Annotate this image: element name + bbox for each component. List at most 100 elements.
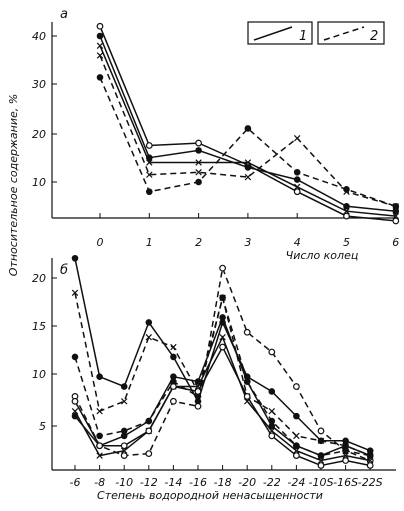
x-tick-label: 3 bbox=[244, 236, 251, 249]
x-tick-label: -10 bbox=[115, 476, 133, 489]
data-point bbox=[293, 183, 301, 191]
data-point bbox=[120, 447, 128, 454]
series-line bbox=[74, 345, 371, 467]
series-line bbox=[99, 35, 396, 212]
data-point bbox=[268, 388, 276, 395]
data-point bbox=[120, 442, 128, 450]
x-tick-label: -24 bbox=[287, 476, 305, 489]
legend-label-2: 2 bbox=[370, 29, 378, 44]
y-tick-label: 15 bbox=[32, 320, 46, 333]
data-point bbox=[343, 212, 350, 220]
data-point bbox=[317, 427, 325, 435]
series-line bbox=[74, 258, 371, 452]
data-point bbox=[120, 383, 128, 390]
x-tick-label: 5 bbox=[343, 236, 350, 249]
data-point bbox=[293, 412, 300, 420]
data-point bbox=[169, 383, 177, 390]
data-point bbox=[293, 452, 300, 460]
data-point bbox=[169, 397, 177, 405]
data-point bbox=[170, 343, 177, 351]
data-point bbox=[342, 452, 349, 459]
series-5 bbox=[96, 74, 400, 210]
data-point bbox=[145, 319, 153, 326]
x-tick-label: -10S bbox=[309, 476, 334, 489]
series-6 bbox=[71, 333, 374, 464]
data-point bbox=[146, 159, 153, 166]
data-point bbox=[342, 442, 349, 450]
data-point bbox=[392, 212, 400, 220]
panel-letter: а bbox=[60, 7, 68, 22]
data-point bbox=[145, 142, 153, 149]
data-point bbox=[343, 203, 350, 210]
series-1 bbox=[71, 254, 374, 454]
data-point bbox=[219, 343, 227, 351]
data-point bbox=[293, 168, 301, 176]
x-axis-label: Число колец bbox=[286, 249, 359, 262]
x-tick-label: -14 bbox=[164, 476, 182, 489]
data-point bbox=[293, 442, 300, 450]
x-axis-label: Степень водородной ненасыщенности bbox=[97, 489, 323, 502]
data-point bbox=[293, 432, 300, 440]
y-tick-label: 5 bbox=[39, 420, 46, 433]
data-point bbox=[392, 217, 400, 225]
data-point bbox=[96, 52, 104, 59]
series-5 bbox=[71, 314, 374, 459]
data-point bbox=[243, 393, 251, 400]
x-tick-label: 4 bbox=[294, 236, 301, 249]
legend-box-1 bbox=[247, 21, 313, 45]
data-point bbox=[71, 407, 79, 415]
x-tick-label: -22 bbox=[263, 476, 281, 489]
data-point bbox=[195, 178, 202, 186]
y-tick-label: 20 bbox=[32, 272, 46, 285]
data-point bbox=[194, 402, 202, 410]
data-point bbox=[317, 462, 325, 469]
data-point bbox=[268, 407, 276, 415]
data-point bbox=[219, 333, 226, 341]
data-point bbox=[293, 134, 301, 142]
series-2 bbox=[96, 32, 400, 215]
data-point bbox=[268, 432, 276, 440]
x-tick-label: -22S bbox=[358, 476, 383, 489]
data-point bbox=[170, 373, 177, 380]
y-tick-label: 20 bbox=[32, 128, 46, 141]
data-point bbox=[71, 353, 79, 361]
data-point bbox=[268, 348, 276, 356]
data-point bbox=[170, 353, 177, 361]
legend-swatch-dashed bbox=[323, 26, 365, 41]
data-point bbox=[96, 74, 104, 81]
data-point bbox=[71, 289, 79, 297]
data-point bbox=[146, 171, 153, 178]
series-7 bbox=[71, 343, 374, 469]
y-axis-label: Относительное содержание, % bbox=[7, 94, 20, 276]
data-point bbox=[120, 432, 128, 440]
data-point bbox=[317, 457, 325, 464]
data-point bbox=[145, 333, 153, 341]
data-point bbox=[96, 442, 103, 450]
data-point bbox=[96, 32, 104, 40]
data-point bbox=[243, 378, 251, 385]
data-point bbox=[392, 203, 400, 210]
data-point bbox=[317, 437, 325, 445]
data-point bbox=[120, 398, 128, 405]
data-point bbox=[293, 188, 301, 196]
y-tick-label: 10 bbox=[32, 176, 46, 189]
data-point bbox=[293, 447, 300, 454]
data-point bbox=[96, 407, 103, 415]
legend-swatch-solid bbox=[253, 26, 293, 41]
x-tick-label: -18 bbox=[214, 476, 232, 489]
data-point bbox=[293, 176, 301, 183]
data-point bbox=[244, 164, 252, 171]
x-tick-label: -12 bbox=[140, 476, 158, 489]
data-point bbox=[96, 42, 104, 49]
data-point bbox=[195, 169, 202, 176]
data-point bbox=[244, 125, 252, 132]
data-point bbox=[343, 186, 350, 193]
x-tick-label: 1 bbox=[146, 236, 153, 249]
data-point bbox=[366, 462, 374, 469]
data-point bbox=[219, 264, 227, 272]
series-line bbox=[99, 77, 397, 208]
